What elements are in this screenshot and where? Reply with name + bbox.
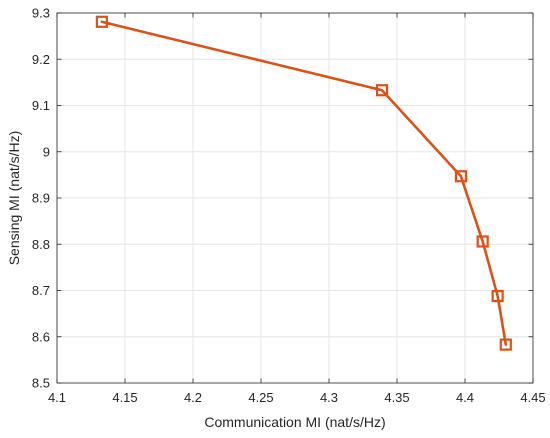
x-tick-label: 4.4: [456, 390, 474, 405]
y-tick-label: 9.2: [32, 52, 50, 67]
tick-marks: [56, 12, 534, 384]
y-tick-label: 8.9: [32, 191, 50, 206]
x-axis-label: Communication MI (nat/s/Hz): [204, 414, 385, 430]
series-line: [100, 20, 508, 346]
x-tick-label: 4.3: [320, 390, 338, 405]
x-tick-label: 4.45: [520, 390, 545, 405]
y-tick-label: 9.3: [32, 6, 50, 21]
data-point: [454, 170, 468, 183]
x-tick-label: 4.1: [48, 390, 66, 405]
data-point: [476, 235, 489, 248]
series-layer: [95, 15, 512, 351]
x-tick-labels: 4.1 4.15 4.2 4.25 4.3 4.35 4.4 4.45: [48, 390, 546, 405]
x-tick-label: 4.25: [248, 390, 273, 405]
y-axis-label: Sensing MI (nat/s/Hz): [6, 131, 22, 266]
y-tick-label: 9: [43, 144, 50, 159]
y-tick-label: 8.6: [32, 329, 50, 344]
y-tick-label: 8.8: [32, 237, 50, 252]
x-tick-label: 4.35: [384, 390, 409, 405]
data-point: [491, 289, 504, 303]
data-point: [375, 84, 389, 97]
x-tick-label: 4.2: [184, 390, 202, 405]
y-tick-label: 9.1: [32, 98, 50, 113]
y-tick-labels: 8.5 8.6 8.7 8.8 8.9 9 9.1 9.2 9.3: [32, 6, 50, 391]
y-tick-label: 8.5: [32, 376, 50, 391]
x-tick-label: 4.15: [112, 390, 137, 405]
data-point: [95, 15, 108, 28]
data-point: [499, 338, 512, 351]
y-tick-label: 8.7: [32, 283, 50, 298]
